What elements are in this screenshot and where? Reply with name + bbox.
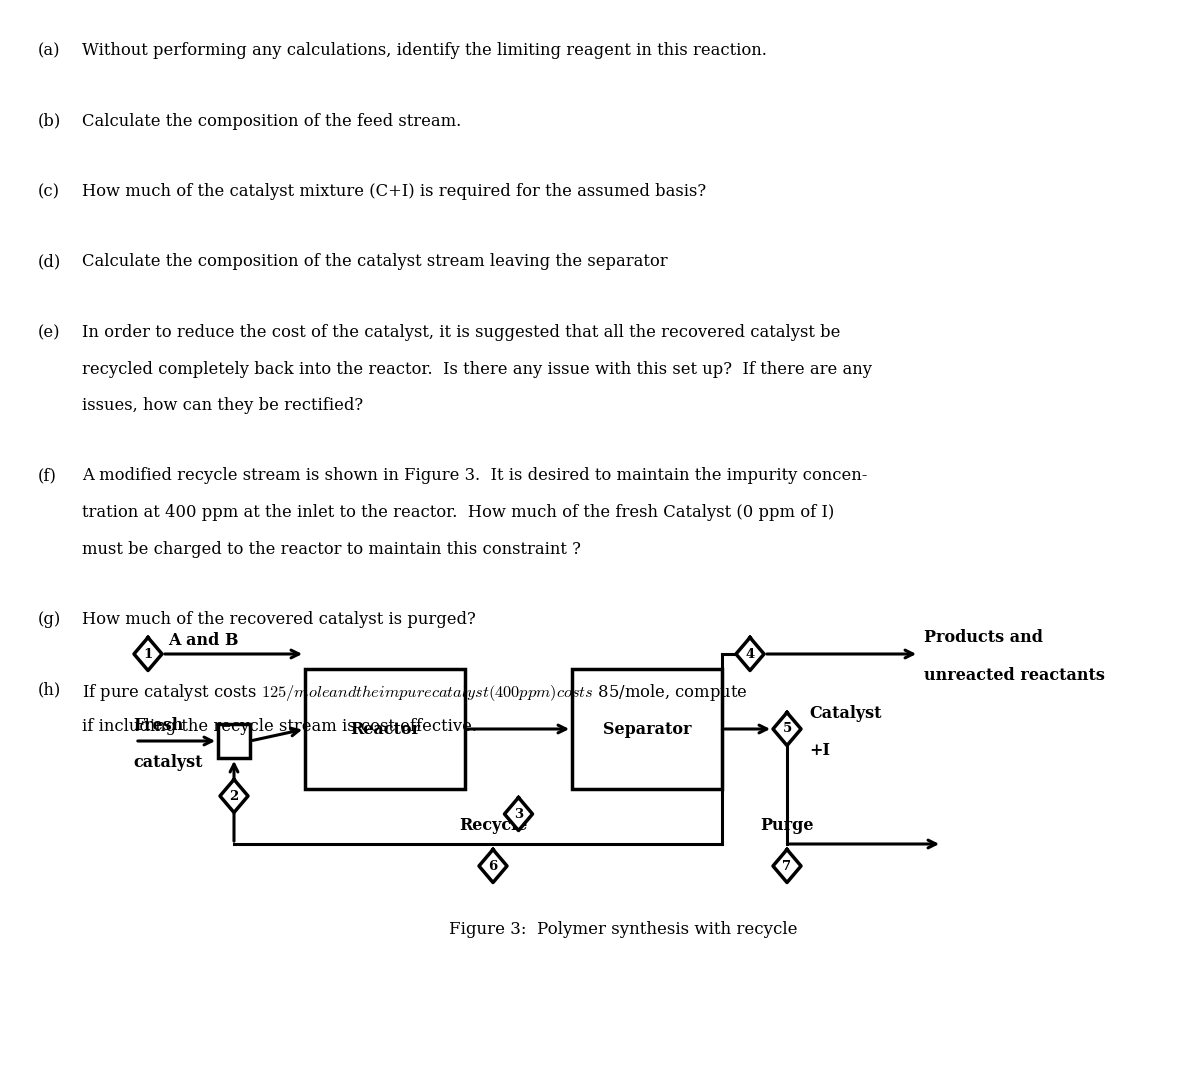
Text: (h): (h) <box>38 682 61 698</box>
Text: Calculate the composition of the catalyst stream leaving the separator: Calculate the composition of the catalys… <box>82 253 667 271</box>
Text: Products and: Products and <box>924 629 1043 645</box>
Text: (a): (a) <box>38 42 60 59</box>
Text: unreacted reactants: unreacted reactants <box>924 667 1105 684</box>
Text: 1: 1 <box>143 648 152 661</box>
Text: (g): (g) <box>38 611 61 628</box>
Text: 3: 3 <box>514 808 523 821</box>
Text: Figure 3:  Polymer synthesis with recycle: Figure 3: Polymer synthesis with recycle <box>449 920 798 938</box>
Text: (e): (e) <box>38 324 60 342</box>
Text: must be charged to the reactor to maintain this constraint ?: must be charged to the reactor to mainta… <box>82 540 581 557</box>
Text: How much of the catalyst mixture (C+I) is required for the assumed basis?: How much of the catalyst mixture (C+I) i… <box>82 183 706 200</box>
Polygon shape <box>220 780 248 813</box>
Text: Purge: Purge <box>761 817 814 834</box>
Text: Calculate the composition of the feed stream.: Calculate the composition of the feed st… <box>82 113 461 130</box>
Text: A modified recycle stream is shown in Figure 3.  It is desired to maintain the i: A modified recycle stream is shown in Fi… <box>82 467 868 484</box>
Text: Separator: Separator <box>602 721 691 738</box>
Text: (f): (f) <box>38 467 56 484</box>
Text: A and B: A and B <box>168 632 239 649</box>
Text: In order to reduce the cost of the catalyst, it is suggested that all the recove: In order to reduce the cost of the catal… <box>82 324 840 342</box>
Text: 4: 4 <box>745 648 755 661</box>
Polygon shape <box>773 712 802 745</box>
Polygon shape <box>773 850 802 883</box>
Text: tration at 400 ppm at the inlet to the reactor.  How much of the fresh Catalyst : tration at 400 ppm at the inlet to the r… <box>82 504 834 521</box>
Text: (b): (b) <box>38 113 61 130</box>
Text: Fresh: Fresh <box>133 717 184 734</box>
Text: Without performing any calculations, identify the limiting reagent in this react: Without performing any calculations, ide… <box>82 42 767 59</box>
Text: If pure catalyst costs $125/mole and the impure catalyst (400 ppm) costs $ 85/mo: If pure catalyst costs $125/mole and the… <box>82 682 748 702</box>
Polygon shape <box>479 850 508 883</box>
Text: Recycle: Recycle <box>458 817 527 834</box>
Text: How much of the recovered catalyst is purged?: How much of the recovered catalyst is pu… <box>82 611 475 628</box>
Text: recycled completely back into the reactor.  Is there any issue with this set up?: recycled completely back into the reacto… <box>82 361 872 377</box>
Text: (d): (d) <box>38 253 61 271</box>
Text: 6: 6 <box>488 859 498 872</box>
Text: 5: 5 <box>782 723 792 736</box>
Text: issues, how can they be rectified?: issues, how can they be rectified? <box>82 397 364 413</box>
Bar <box>305 669 466 789</box>
Text: Reactor: Reactor <box>350 721 420 738</box>
Text: 2: 2 <box>229 789 239 802</box>
Bar <box>572 669 722 789</box>
Text: if including the recycle stream is cost effective.: if including the recycle stream is cost … <box>82 719 478 735</box>
Text: 7: 7 <box>782 859 792 872</box>
Bar <box>218 724 250 758</box>
Text: catalyst: catalyst <box>133 754 203 771</box>
Polygon shape <box>134 638 162 670</box>
Text: Catalyst: Catalyst <box>809 705 882 722</box>
Polygon shape <box>504 798 533 830</box>
Polygon shape <box>736 638 764 670</box>
Text: (c): (c) <box>38 183 60 200</box>
Text: +I: +I <box>809 742 830 759</box>
